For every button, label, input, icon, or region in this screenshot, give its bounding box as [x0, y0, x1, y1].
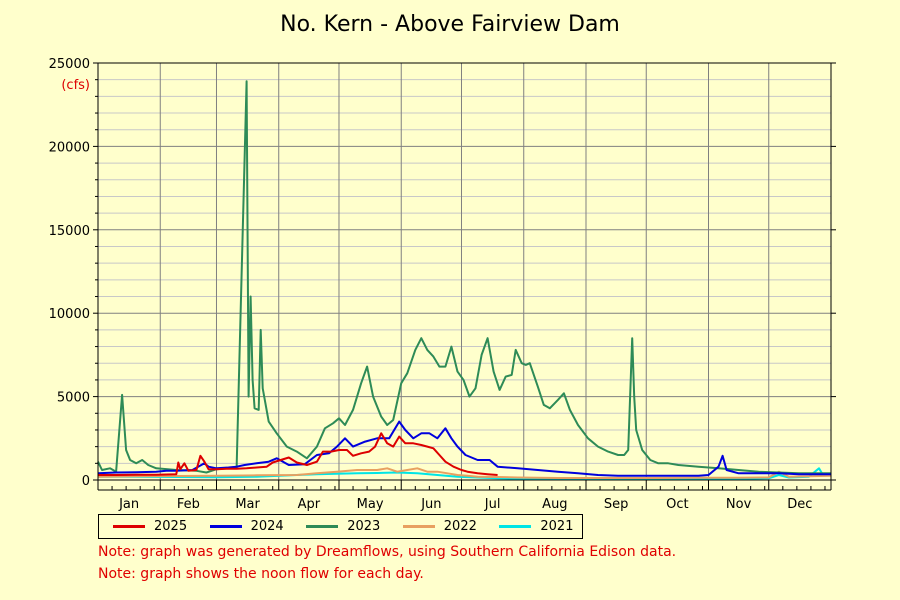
- legend-label: 2025: [154, 519, 187, 534]
- note-noon-flow: Note: graph shows the noon flow for each…: [98, 566, 424, 582]
- legend-label: 2021: [540, 519, 573, 534]
- legend: 2025 2024 2023 2022 2021: [98, 514, 583, 539]
- y-tick-label: 10000: [49, 307, 90, 322]
- x-tick-label: Sep: [604, 497, 629, 512]
- y-tick-label: 5000: [57, 391, 90, 406]
- legend-swatch: [113, 525, 145, 528]
- x-tick-label: Dec: [787, 497, 812, 512]
- legend-label: 2024: [251, 519, 284, 534]
- x-tick-label: May: [357, 497, 384, 512]
- x-tick-label: Nov: [726, 497, 752, 512]
- legend-item-2022: 2022: [389, 519, 486, 534]
- legend-item-2023: 2023: [292, 519, 389, 534]
- note-source: Note: graph was generated by Dreamflows,…: [98, 544, 676, 560]
- x-tick-label: Mar: [235, 497, 260, 512]
- y-tick-label: 20000: [49, 140, 90, 155]
- legend-swatch: [306, 525, 338, 528]
- legend-label: 2022: [444, 519, 477, 534]
- x-tick-label: Feb: [177, 497, 200, 512]
- legend-item-2024: 2024: [196, 519, 293, 534]
- legend-label: 2023: [347, 519, 380, 534]
- legend-swatch: [210, 525, 242, 528]
- grid-layer: [98, 63, 831, 480]
- legend-item-2021: 2021: [485, 519, 582, 534]
- axis-layer: 0 5000 10000 15000 20000 25000 Jan Feb Mar Apr May…: [49, 57, 836, 512]
- plot-frame: [98, 63, 831, 480]
- y-axis-unit-label: (cfs): [61, 78, 90, 93]
- legend-item-2025: 2025: [99, 519, 196, 534]
- x-tick-label: Aug: [542, 497, 567, 512]
- series-line-2023: [98, 81, 831, 473]
- x-tick-label: Oct: [666, 497, 688, 512]
- legend-swatch: [403, 525, 435, 528]
- x-tick-label: Jul: [484, 497, 501, 512]
- x-tick-label: Jan: [118, 497, 139, 512]
- x-tick-label: Jun: [420, 497, 441, 512]
- legend-swatch: [499, 525, 531, 528]
- y-tick-label: 15000: [49, 224, 90, 239]
- y-tick-label: 0: [82, 474, 90, 489]
- x-tick-label: Apr: [298, 497, 321, 512]
- y-tick-label: 25000: [49, 57, 90, 72]
